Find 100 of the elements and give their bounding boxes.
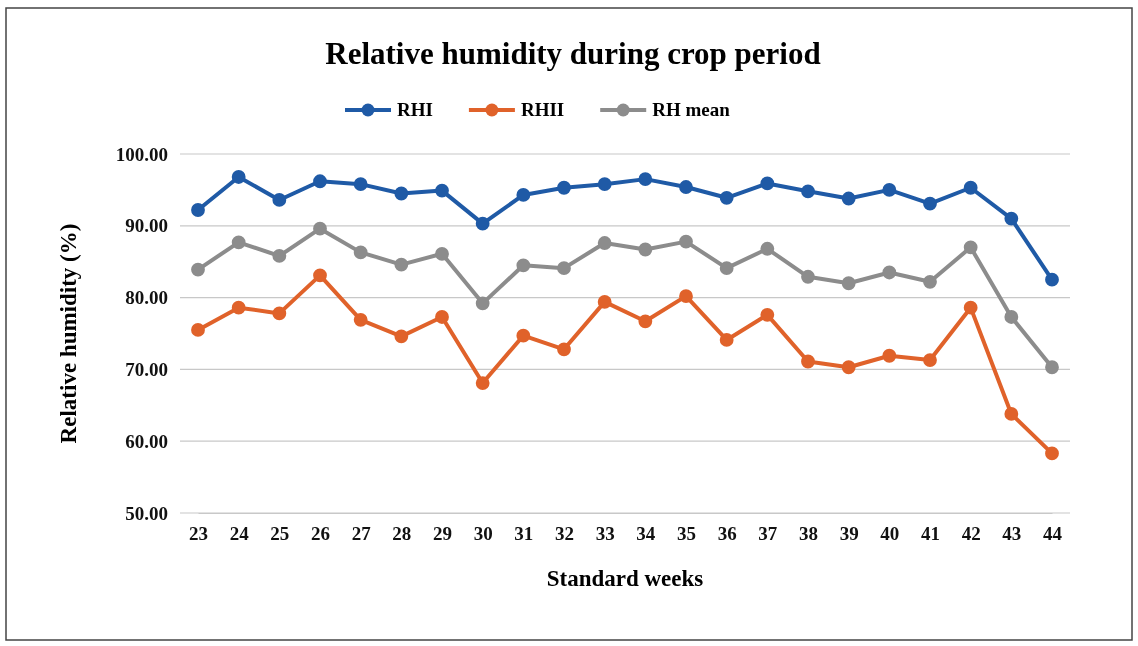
point <box>557 342 571 357</box>
point <box>353 245 368 260</box>
point <box>313 221 327 236</box>
point <box>353 177 368 192</box>
point <box>475 296 490 311</box>
x-tick-label: 34 <box>636 523 656 545</box>
x-tick-label: 42 <box>961 523 981 545</box>
point <box>882 265 897 280</box>
point <box>1045 446 1059 461</box>
point <box>719 190 734 205</box>
x-tick-label: 39 <box>839 523 859 545</box>
y-tick-label: 60.00 <box>125 430 168 452</box>
x-tick-label: 28 <box>392 523 412 545</box>
point <box>1004 211 1019 226</box>
point <box>801 354 815 369</box>
y-tick-label: 90.00 <box>125 215 168 237</box>
y-tick-label: 50.00 <box>125 502 168 524</box>
x-tick-label: 40 <box>880 523 900 545</box>
point <box>353 312 368 327</box>
legend-label: RHII <box>520 99 565 120</box>
point <box>191 203 205 217</box>
point <box>638 172 653 187</box>
point <box>679 234 693 249</box>
point <box>394 257 409 272</box>
point <box>231 300 246 315</box>
point <box>475 376 490 390</box>
point <box>1004 310 1019 324</box>
legend-label: RHI <box>397 99 433 120</box>
point <box>435 310 449 324</box>
x-tick-label: 43 <box>1002 523 1022 545</box>
point <box>841 191 856 206</box>
x-tick-label: 30 <box>473 523 493 545</box>
point <box>435 183 449 198</box>
x-tick-label: 23 <box>189 523 208 545</box>
x-tick-label: 37 <box>758 523 778 545</box>
x-tick-label: 44 <box>1043 523 1063 545</box>
chart-title: Relative humidity during crop period <box>325 36 821 71</box>
point <box>963 240 978 255</box>
point <box>760 307 775 322</box>
point <box>394 186 409 201</box>
point <box>313 268 327 283</box>
x-tick-label: 26 <box>311 523 330 545</box>
point <box>801 184 815 199</box>
point <box>597 236 612 250</box>
point <box>475 216 490 231</box>
point <box>719 333 734 347</box>
point <box>841 360 856 375</box>
point <box>516 258 531 273</box>
point <box>313 174 327 189</box>
y-tick-label: 100.00 <box>115 143 168 165</box>
point <box>557 180 571 195</box>
point <box>882 183 897 197</box>
x-tick-label: 32 <box>555 523 574 545</box>
x-tick-label: 25 <box>270 523 290 545</box>
point <box>923 196 937 211</box>
point <box>719 261 734 276</box>
point <box>231 235 246 250</box>
point <box>679 180 693 194</box>
point <box>963 300 978 315</box>
point <box>435 246 449 261</box>
x-tick-label: 29 <box>433 523 452 545</box>
point <box>1045 360 1059 375</box>
point <box>394 329 409 344</box>
legend-label: RH mean <box>652 99 731 120</box>
x-tick-label: 41 <box>921 523 940 545</box>
point <box>760 241 775 256</box>
point <box>841 276 856 291</box>
y-tick-label: 70.00 <box>125 358 168 380</box>
point <box>272 193 287 207</box>
point <box>923 274 937 289</box>
point <box>963 180 978 195</box>
point <box>557 261 571 276</box>
x-axis-title: Standard weeks <box>546 566 704 591</box>
x-tick-label: 36 <box>717 523 737 545</box>
x-tick-label: 35 <box>677 523 696 545</box>
point <box>679 289 693 304</box>
point <box>882 348 897 363</box>
x-tick-label: 33 <box>595 523 615 545</box>
point <box>597 295 612 309</box>
x-tick-label: 38 <box>799 523 818 545</box>
point <box>231 170 246 184</box>
point <box>801 269 815 284</box>
point <box>516 188 531 202</box>
point <box>1004 407 1019 421</box>
y-tick-label: 80.00 <box>125 287 168 309</box>
point <box>191 262 205 277</box>
point <box>191 323 205 337</box>
point <box>923 353 937 367</box>
y-axis-title: Relative humidity (%) <box>56 223 81 444</box>
x-tick-label: 31 <box>514 523 534 545</box>
x-tick-label: 27 <box>351 523 372 545</box>
point <box>638 314 653 329</box>
point <box>760 176 775 191</box>
point <box>638 242 653 257</box>
point <box>272 249 287 263</box>
x-tick-label: 24 <box>229 523 250 545</box>
point <box>1045 272 1059 287</box>
point <box>516 328 531 343</box>
point <box>272 306 287 321</box>
point <box>597 177 612 192</box>
